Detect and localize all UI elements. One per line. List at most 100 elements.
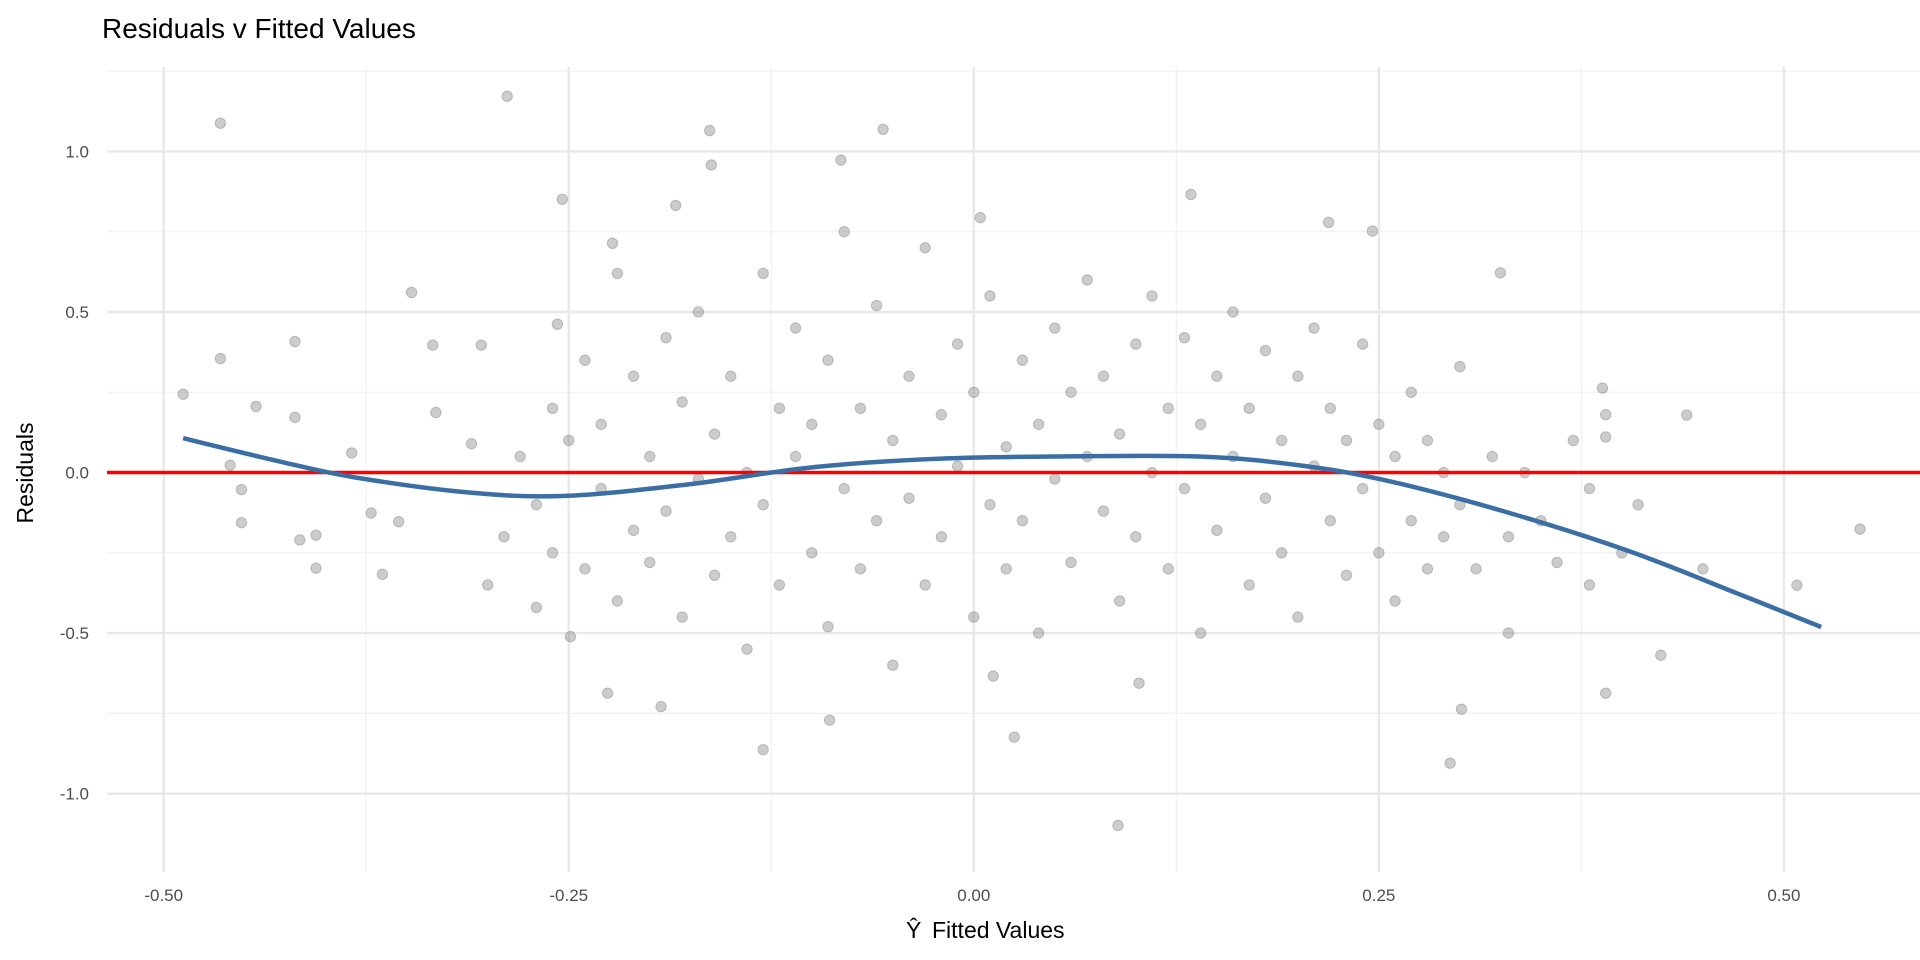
data-point xyxy=(1016,515,1029,527)
data-point xyxy=(1599,409,1612,421)
x-tick-label: 0.25 xyxy=(1362,886,1395,905)
data-point xyxy=(365,507,377,519)
data-point xyxy=(987,670,999,682)
data-point xyxy=(669,199,682,212)
data-point xyxy=(1340,569,1353,582)
data-point xyxy=(627,370,640,382)
data-point xyxy=(1405,386,1417,398)
data-point xyxy=(1470,563,1482,575)
data-point xyxy=(530,601,543,614)
data-point xyxy=(789,322,802,334)
data-point xyxy=(250,400,262,413)
smooth-fit-curve xyxy=(182,436,1823,630)
data-point xyxy=(564,630,577,643)
x-tick-label: -0.50 xyxy=(144,886,183,905)
data-point xyxy=(1583,579,1596,591)
data-point xyxy=(1097,505,1110,517)
data-point xyxy=(660,505,672,517)
points-layer xyxy=(177,90,1866,832)
data-point xyxy=(1185,188,1197,201)
data-point xyxy=(870,515,883,527)
data-point xyxy=(741,643,753,655)
data-point xyxy=(1444,757,1456,769)
data-point xyxy=(1032,418,1045,431)
data-point xyxy=(1583,482,1596,495)
data-point xyxy=(757,743,769,756)
data-point xyxy=(1162,563,1174,575)
data-point xyxy=(835,154,847,166)
data-point xyxy=(1308,322,1320,334)
data-point xyxy=(1243,579,1255,591)
data-point xyxy=(822,354,834,366)
data-point xyxy=(556,193,568,205)
data-point xyxy=(1049,322,1061,334)
data-point xyxy=(392,515,405,528)
grid xyxy=(107,67,1920,872)
y-tick-label: -0.5 xyxy=(60,624,89,643)
data-point xyxy=(579,563,591,575)
data-point xyxy=(465,437,478,450)
data-point xyxy=(1032,627,1045,639)
data-point xyxy=(1697,563,1709,575)
data-point xyxy=(289,411,301,424)
y-tick-label: 0.5 xyxy=(65,303,89,322)
data-point xyxy=(1596,382,1609,394)
data-point xyxy=(1437,531,1450,543)
x-tick-label: 0.00 xyxy=(957,886,990,905)
data-point xyxy=(919,242,931,254)
data-point xyxy=(951,338,964,350)
data-point xyxy=(1275,547,1288,559)
data-point xyxy=(475,339,487,351)
data-point xyxy=(345,447,358,459)
data-point xyxy=(405,286,418,299)
data-point xyxy=(1356,338,1369,350)
data-point xyxy=(563,434,575,447)
data-point xyxy=(1000,563,1012,575)
data-point xyxy=(1194,627,1207,639)
x-axis-title: Fitted Values xyxy=(932,917,1065,943)
data-point xyxy=(627,524,640,537)
y-tick-labels: -1.0 -0.5 0.0 0.5 1.0 xyxy=(60,142,89,803)
data-point xyxy=(725,531,737,543)
data-point xyxy=(1567,434,1579,447)
data-point xyxy=(1405,515,1417,527)
data-point xyxy=(877,123,889,135)
data-point xyxy=(601,687,614,699)
data-point xyxy=(1486,450,1498,463)
data-point xyxy=(1421,434,1434,447)
data-point xyxy=(1081,274,1093,286)
data-point xyxy=(310,562,322,574)
chart-title: Residuals v Fitted Values xyxy=(102,13,416,44)
data-point xyxy=(551,318,564,330)
data-point xyxy=(1373,418,1385,431)
data-point xyxy=(1854,523,1866,535)
data-point xyxy=(1454,360,1466,373)
data-point xyxy=(1655,649,1667,661)
data-point xyxy=(289,335,301,348)
data-point xyxy=(611,595,624,607)
data-point xyxy=(606,237,619,249)
data-point xyxy=(235,483,248,496)
data-point xyxy=(1502,531,1515,543)
data-point xyxy=(1389,450,1401,463)
data-point xyxy=(1632,498,1644,511)
data-point xyxy=(1211,370,1223,382)
data-point xyxy=(1133,677,1145,689)
data-point xyxy=(789,450,802,463)
data-point xyxy=(1259,344,1272,357)
y-tick-label: 0.0 xyxy=(65,464,89,483)
data-point xyxy=(887,659,899,671)
data-point xyxy=(1292,611,1304,623)
data-point xyxy=(773,579,786,591)
data-point xyxy=(294,534,306,546)
data-point xyxy=(644,556,656,569)
data-point xyxy=(660,331,672,344)
data-point xyxy=(655,700,667,713)
data-point xyxy=(501,90,513,102)
data-point xyxy=(806,547,818,559)
data-point xyxy=(1211,524,1223,537)
data-point xyxy=(692,306,705,318)
smooth-curve-layer xyxy=(182,436,1823,630)
data-point xyxy=(708,569,721,582)
data-point xyxy=(1130,338,1142,350)
